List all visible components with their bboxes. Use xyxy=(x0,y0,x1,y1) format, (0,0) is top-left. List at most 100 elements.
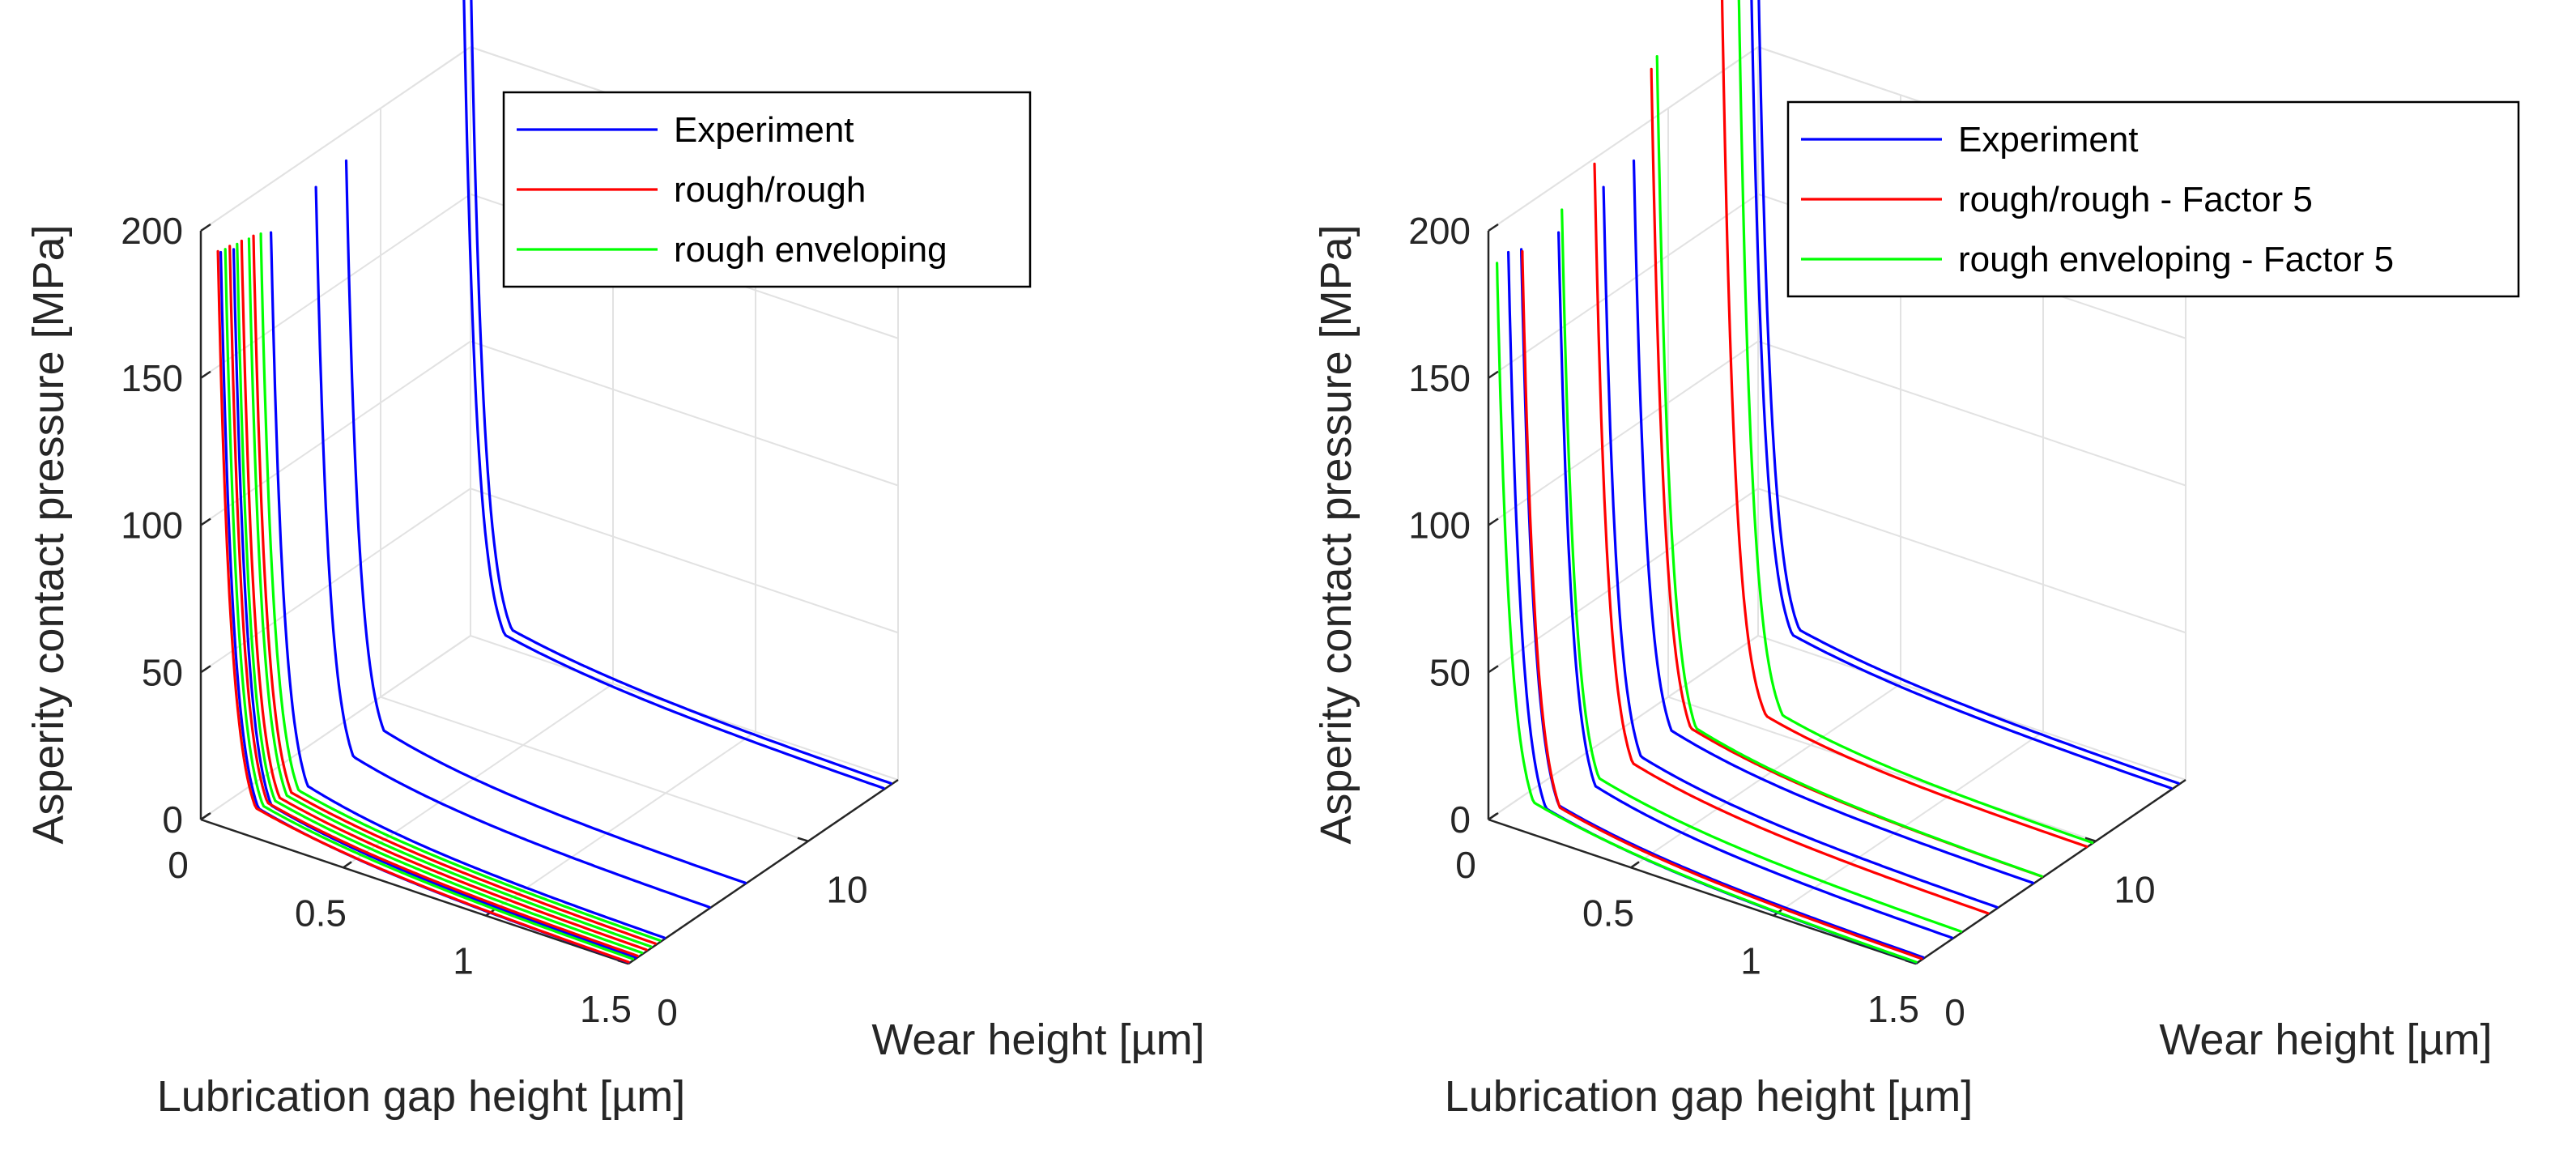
series-line-rough-enveloping xyxy=(247,237,653,948)
y-tick-label: 10 xyxy=(826,869,867,911)
gridline-z-wall xyxy=(470,488,899,634)
series-line-experiment xyxy=(462,0,885,790)
legend-label-2: rough enveloping - Factor 5 xyxy=(1958,240,2394,279)
axes: 0 50 100 150 200 0 0.5 1 1.5 0 10 Asperity contact … xyxy=(1312,210,2493,1121)
gridline-z-wall xyxy=(1757,340,2186,487)
gridline-x-floor xyxy=(200,635,471,820)
series-line-experiment xyxy=(1757,0,2180,785)
y-tick xyxy=(2084,837,2097,842)
series-line-rough-enveloping-factor-5 xyxy=(1496,262,1918,964)
series-line-rough-enveloping xyxy=(224,248,635,960)
gridline-z-wall xyxy=(1488,488,1759,674)
legend: Experiment rough/rough rough enveloping xyxy=(502,91,1032,288)
series-line-experiment xyxy=(470,0,892,785)
z-tick xyxy=(200,223,211,232)
series-line-experiment xyxy=(1750,0,2173,790)
z-tick-label: 50 xyxy=(142,651,183,693)
legend: Experiment rough/rough - Factor 5 rough en… xyxy=(1786,100,2520,298)
x-tick xyxy=(1488,812,1497,821)
z-tick xyxy=(1488,370,1499,379)
gridline-z-wall xyxy=(1488,193,1759,379)
x-axis-label: Lubrication gap height [µm] xyxy=(157,1072,686,1121)
z-tick-label: 150 xyxy=(1408,357,1471,399)
y-axis-line xyxy=(1915,778,2186,965)
z-tick-label: 100 xyxy=(121,505,183,547)
series-line-rough-enveloping xyxy=(236,242,644,955)
gridline-z-wall xyxy=(1757,488,2186,634)
z-tick xyxy=(1488,517,1499,526)
series-line-rough-enveloping-factor-5 xyxy=(1737,0,2094,845)
y-tick xyxy=(617,959,629,965)
z-tick-label: 50 xyxy=(1429,651,1471,693)
z-axis-label: Asperity contact pressure [MPa] xyxy=(24,224,73,844)
x-tick-label: 1 xyxy=(1740,940,1761,982)
x-axis-line xyxy=(200,818,629,965)
x-tick xyxy=(343,861,352,869)
z-tick-label: 200 xyxy=(1408,210,1471,252)
gridline-y-floor xyxy=(1667,696,2097,842)
series-line-rough-rough xyxy=(240,239,648,952)
x-tick xyxy=(1630,861,1640,869)
series-line-rough-rough-factor-5 xyxy=(1593,162,1990,915)
series-line-rough-rough-factor-5 xyxy=(1720,0,2088,849)
x-tick xyxy=(628,956,637,965)
x-tick-label: 1.5 xyxy=(580,988,632,1030)
z-axis-label: Asperity contact pressure [MPa] xyxy=(1312,224,1360,844)
x-tick-label: 0.5 xyxy=(1582,892,1634,934)
y-tick-label: 0 xyxy=(657,991,678,1033)
z-tick-label: 0 xyxy=(1450,798,1471,841)
gridline-z-wall xyxy=(1488,340,1759,526)
gridline-x-floor xyxy=(1773,730,2044,917)
series-line-rough-enveloping-factor-5 xyxy=(1655,54,2044,878)
gridline-y-floor xyxy=(380,696,809,842)
y-tick-label: 10 xyxy=(2114,869,2155,911)
z-tick-label: 200 xyxy=(121,210,183,252)
series-group xyxy=(1496,0,2180,964)
z-tick xyxy=(200,370,211,379)
series-line-experiment xyxy=(314,185,711,909)
z-tick-label: 0 xyxy=(162,798,183,841)
x-tick-label: 0 xyxy=(1455,844,1476,886)
z-tick xyxy=(200,517,211,526)
series-line-rough-rough xyxy=(216,249,630,964)
gridline-z-wall xyxy=(470,340,899,487)
series-line-experiment xyxy=(344,159,747,884)
series-line-rough-rough xyxy=(252,234,657,945)
left-chart: 0 50 100 150 200 0 0.5 1 1.5 0 10 Asperity contact … xyxy=(24,0,1205,1121)
gridline-z-wall xyxy=(200,193,471,379)
series-line-rough-enveloping-factor-5 xyxy=(1561,208,1963,933)
series-line-rough-rough-factor-5 xyxy=(1521,249,1923,960)
x-tick-label: 0 xyxy=(168,844,189,886)
series-line-rough-enveloping xyxy=(259,232,662,942)
x-axis-line xyxy=(1488,818,1917,965)
x-axis-label: Lubrication gap height [µm] xyxy=(1445,1072,1974,1121)
gridline-x-floor xyxy=(1630,683,1901,869)
series-line-experiment xyxy=(232,248,637,959)
x-tick-label: 0.5 xyxy=(295,892,347,934)
legend-label-1: rough/rough xyxy=(674,170,866,210)
series-line-rough-rough xyxy=(228,245,639,958)
x-tick-label: 1 xyxy=(453,940,474,982)
y-tick xyxy=(1905,959,1917,965)
legend-label-0: Experiment xyxy=(1958,120,2139,160)
y-axis-label: Wear height [µm] xyxy=(2159,1016,2492,1064)
series-line-experiment xyxy=(1557,231,1954,939)
z-tick-label: 150 xyxy=(121,357,183,399)
x-tick-label: 1.5 xyxy=(1867,988,1919,1030)
legend-label-2: rough enveloping xyxy=(674,230,947,270)
box-edge xyxy=(1488,46,1759,232)
series-line-experiment xyxy=(1632,159,2034,884)
axes: 0 50 100 150 200 0 0.5 1 1.5 0 10 Asperity contact … xyxy=(24,210,1205,1121)
x-tick xyxy=(1915,956,1925,965)
box-edge xyxy=(200,46,471,232)
legend-label-1: rough/rough - Factor 5 xyxy=(1958,180,2313,219)
y-tick xyxy=(797,837,809,842)
z-tick xyxy=(1488,223,1499,232)
gridline-x-floor xyxy=(485,730,756,917)
right-chart: 0 50 100 150 200 0 0.5 1 1.5 0 10 Asperity contact … xyxy=(1312,0,2520,1121)
grid-lines xyxy=(200,46,899,965)
z-tick xyxy=(200,665,211,674)
series-group xyxy=(216,0,892,964)
series-line-experiment xyxy=(1602,185,1999,909)
